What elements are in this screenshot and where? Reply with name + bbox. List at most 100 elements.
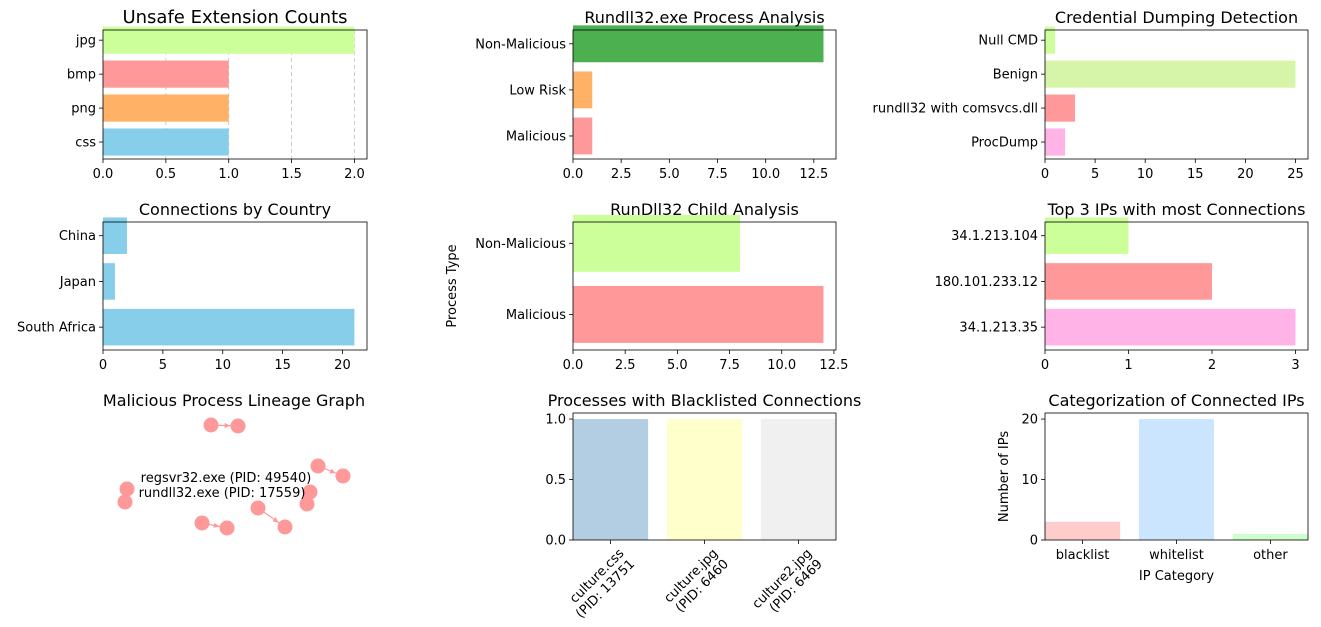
graph-node <box>119 481 135 497</box>
y-tick-label: 20 <box>1021 413 1038 428</box>
graph-node <box>203 417 219 433</box>
graph-node <box>219 520 235 536</box>
x-axis-label: IP Category <box>1139 569 1214 584</box>
y-tick-label: ProcDump <box>971 136 1038 151</box>
chart-5: 34.1.213.35 180.101.233.12 34.1.213.104 0 1 2… <box>935 200 1309 373</box>
chart-title: Credential Dumping Detection <box>1055 8 1298 27</box>
x-tick-label: culture.css(PID: 13751 <box>567 546 638 622</box>
x-tick-label: 1.5 <box>281 167 302 182</box>
chart-title: Connections by Country <box>139 200 331 219</box>
y-tick-label: Null CMD <box>978 34 1038 49</box>
graph-node <box>335 468 351 484</box>
chart-3: South Africa Japan China 0 5 10 15 20 Connection… <box>17 200 368 373</box>
y-tick-label: png <box>71 102 96 117</box>
graph-edge-arrow <box>213 522 220 528</box>
bar-malicious <box>573 286 824 343</box>
y-tick-label: Low Risk <box>509 83 566 98</box>
y-tick-label: 34.1.213.104 <box>951 229 1038 244</box>
x-tick-label: 5 <box>1091 167 1099 182</box>
x-tick-label: 5.0 <box>659 167 680 182</box>
bar-non-malicious <box>573 214 740 272</box>
x-tick-label: 10 <box>214 358 231 373</box>
axes-frame <box>572 412 837 541</box>
x-tick-label: 20 <box>1237 167 1254 182</box>
chart-1: Malicious Low Risk Non-Malicious 0.0 2.5 5.0 7… <box>475 8 837 182</box>
graph-node <box>194 515 210 531</box>
bar-low-risk <box>573 71 593 109</box>
y-tick-label: 10 <box>1021 473 1038 488</box>
axes-frame <box>1044 29 1309 160</box>
y-tick-label: bmp <box>67 68 96 83</box>
graph-node <box>117 494 133 510</box>
x-tick-label: 0.0 <box>563 358 584 373</box>
chart-0: css png bmp jpg 0.0 0.5 1.0 1.5 2.0 Unsafe Extens… <box>67 7 368 182</box>
bar-procdump <box>1045 128 1066 156</box>
x-tick-label: 0.0 <box>93 167 114 182</box>
graph-node <box>250 500 266 516</box>
chart-6: Malicious Process Lineage Graph regsvr32.… <box>103 391 365 536</box>
y-tick-label: Japan <box>59 275 96 290</box>
graph-node-label: regsvr32.exe (PID: 49540) <box>141 471 312 486</box>
chart-2: ProcDump rundll32 with comsvcs.dll Benign N… <box>873 8 1309 182</box>
chart-title: Top 3 IPs with most Connections <box>1047 200 1306 219</box>
x-tick-label: 7.5 <box>719 358 740 373</box>
graph-node-label: rundll32.exe (PID: 17559) <box>139 486 306 501</box>
y-tick-label: jpg <box>75 34 96 49</box>
axes-frame <box>102 221 368 351</box>
x-tick-label: 0.0 <box>563 167 584 182</box>
x-tick-label: 3 <box>1291 358 1299 373</box>
graph-edge-arrow <box>224 422 231 429</box>
y-tick-label: css <box>75 136 96 151</box>
bar-jpg <box>103 26 355 54</box>
bar-34-1-213-35 <box>1045 308 1296 346</box>
x-tick-label: 1 <box>1124 358 1132 373</box>
y-tick-label: Non-Malicious <box>475 37 566 52</box>
bar-css <box>103 128 229 156</box>
y-tick-label: South Africa <box>17 321 96 336</box>
x-tick-label: 20 <box>334 358 351 373</box>
x-tick-label: 15 <box>274 358 291 373</box>
x-tick-label: 2 <box>1208 358 1216 373</box>
x-tick-label: 2.5 <box>611 167 632 182</box>
bar-whitelist <box>1138 419 1215 540</box>
y-tick-label: 0.5 <box>545 473 566 488</box>
y-tick-label: 34.1.213.35 <box>959 321 1038 336</box>
x-tick-label: culture2.jpg(PID: 6469 <box>750 546 826 616</box>
bar-china <box>103 217 127 254</box>
y-tick-label: Malicious <box>506 308 566 323</box>
x-tick-label: 2.0 <box>344 167 365 182</box>
y-axis-label: Process Type <box>445 244 460 327</box>
y-tick-label: Benign <box>993 68 1038 83</box>
chart-7: culture.css(PID: 13751 culture.jpg(PID: 6… <box>545 391 861 622</box>
y-tick-label: China <box>59 229 96 244</box>
bar-benign <box>1045 60 1296 88</box>
y-tick-label: 0.0 <box>545 534 566 549</box>
bar-other <box>1232 533 1308 540</box>
y-tick-label: 180.101.233.12 <box>935 275 1038 290</box>
y-tick-label: 1.0 <box>545 413 566 428</box>
chart-8: blacklist whitelist other 0 10 20 Categorizati… <box>997 391 1309 584</box>
bar-blacklist <box>1045 521 1121 540</box>
x-tick-label: 2.5 <box>615 358 636 373</box>
bar-bmp <box>103 60 229 88</box>
graph-node <box>277 519 293 535</box>
chart-title: Malicious Process Lineage Graph <box>103 391 365 410</box>
x-tick-label: 5 <box>159 358 167 373</box>
x-tick-label: blacklist <box>1056 548 1110 563</box>
y-tick-label: 0 <box>1030 534 1038 549</box>
bar-south-africa <box>103 308 355 346</box>
x-tick-label: 5.0 <box>667 358 688 373</box>
axes-frame <box>1044 412 1309 541</box>
bar-0 <box>573 419 649 540</box>
x-tick-label: 0 <box>1041 167 1049 182</box>
bar-japan <box>103 263 115 300</box>
bar-1 <box>666 419 743 540</box>
x-tick-label: 0.5 <box>156 167 177 182</box>
x-tick-label: 0 <box>99 358 107 373</box>
bar-null-cmd <box>1045 26 1056 54</box>
x-tick-label: 10 <box>1137 167 1154 182</box>
y-tick-label: Malicious <box>506 129 566 144</box>
bar-rundll32-with-comsvcs-dll <box>1045 94 1076 122</box>
x-tick-label: 15 <box>1187 167 1204 182</box>
